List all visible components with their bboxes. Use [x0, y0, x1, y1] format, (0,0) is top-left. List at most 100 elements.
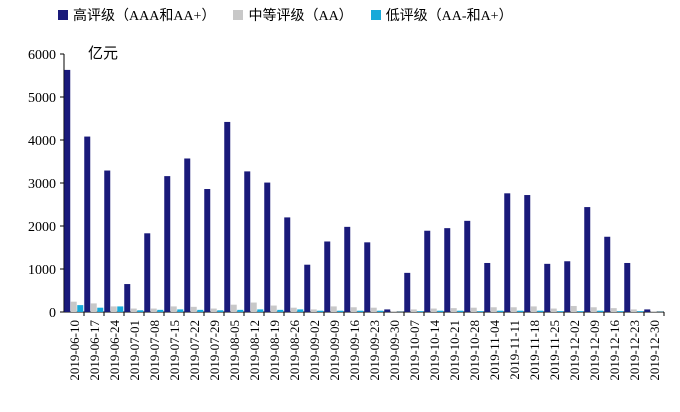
bar-1-15	[370, 307, 377, 312]
legend-swatch-low-rating	[370, 10, 381, 20]
bar-1-2	[110, 306, 117, 312]
bar-2-10	[277, 309, 284, 312]
x-tick-label: 2019-09-09	[327, 320, 342, 381]
bar-1-25	[570, 305, 577, 312]
bar-2-2	[117, 306, 124, 312]
bar-2-3	[137, 310, 144, 312]
axes	[60, 53, 665, 316]
bar-2-24	[557, 311, 564, 312]
bar-0-5	[164, 176, 171, 312]
x-tick-label: 2019-10-14	[427, 320, 442, 381]
bar-0-28	[624, 262, 631, 312]
bar-0-24	[544, 263, 551, 312]
bar-2-14	[357, 310, 364, 312]
bar-0-13	[324, 241, 331, 312]
bar-1-18	[430, 308, 437, 312]
bar-2-26	[597, 310, 604, 312]
x-tick-label: 2019-10-07	[407, 320, 422, 381]
x-tick-label: 2019-11-18	[527, 320, 542, 380]
x-tick-label: 2019-07-22	[187, 320, 202, 381]
bar-0-9	[244, 171, 251, 312]
y-tick-label: 5000	[28, 91, 56, 106]
bar-2-20	[477, 311, 484, 312]
y-tick-label: 0	[49, 306, 56, 321]
bar-0-25	[564, 261, 571, 312]
bar-2-12	[317, 310, 324, 312]
bar-0-14	[344, 226, 351, 312]
bar-1-26	[590, 307, 597, 312]
x-tick-label: 2019-07-08	[147, 320, 162, 381]
bar-0-19	[444, 228, 451, 312]
y-tick-label: 6000	[28, 48, 56, 63]
bar-0-11	[284, 217, 291, 312]
x-tick-label: 2019-07-15	[167, 320, 182, 381]
y-tick-label: 3000	[28, 177, 56, 192]
bar-0-17	[404, 272, 411, 312]
bar-1-19	[450, 308, 457, 312]
legend-swatch-medium-rating	[233, 10, 244, 20]
bar-0-12	[304, 264, 311, 312]
bar-0-26	[584, 207, 591, 312]
bar-0-20	[464, 220, 471, 312]
bar-0-23	[524, 195, 531, 312]
bar-2-28	[637, 311, 644, 312]
x-tick-label: 2019-07-01	[127, 320, 142, 381]
bar-0-6	[184, 158, 191, 312]
bar-0-15	[364, 242, 371, 312]
bar-2-25	[577, 311, 584, 312]
bar-0-18	[424, 230, 431, 312]
x-tick-label: 2019-08-12	[247, 320, 262, 381]
bar-2-4	[157, 309, 164, 312]
bar-1-17	[410, 309, 417, 312]
legend: 高评级（AAA和AA+） 中等评级（AA） 低评级（AA-和A+）	[58, 4, 531, 26]
bar-0-8	[224, 121, 231, 312]
bar-1-28	[630, 309, 637, 312]
x-tick-label: 2019-06-17	[87, 320, 102, 381]
bar-1-24	[550, 308, 557, 312]
x-tick-label: 2019-10-28	[467, 320, 482, 381]
legend-swatch-high-rating	[58, 10, 68, 20]
legend-label-low-rating: 低评级（AA-和A+）	[385, 9, 513, 24]
bar-2-11	[297, 309, 304, 312]
bar-2-23	[537, 310, 544, 312]
bar-2-21	[497, 310, 504, 312]
bar-1-4	[150, 308, 157, 312]
bar-2-8	[237, 309, 244, 312]
x-tick-label: 2019-12-23	[627, 320, 642, 381]
legend-item-high-rating: 高评级（AAA和AA+）	[58, 5, 215, 25]
bar-2-0	[77, 305, 84, 312]
y-tick-label: 1000	[28, 263, 56, 278]
bar-2-9	[257, 309, 264, 312]
bar-1-0	[70, 301, 77, 312]
bar-0-4	[144, 233, 151, 312]
x-tick-label: 2019-09-02	[307, 320, 322, 381]
bar-1-9	[250, 302, 257, 312]
bar-1-5	[170, 306, 177, 312]
y-tick-label: 2000	[28, 220, 56, 235]
bar-1-6	[190, 306, 197, 312]
bar-2-6	[197, 309, 204, 312]
bar-1-22	[510, 307, 517, 312]
bar-1-23	[530, 306, 537, 312]
bar-0-29	[644, 309, 651, 312]
bar-0-27	[604, 236, 611, 312]
x-tick-label: 2019-07-29	[207, 320, 222, 381]
x-tick-label: 2019-09-30	[387, 320, 402, 381]
bar-1-3	[130, 308, 137, 312]
bar-2-22	[517, 310, 524, 312]
bar-1-1	[90, 303, 97, 312]
x-tick-label: 2019-12-16	[607, 320, 622, 381]
bar-2-5	[177, 309, 184, 312]
x-tick-label: 2019-08-05	[227, 320, 242, 381]
x-tick-label: 2019-09-23	[367, 320, 382, 381]
bar-0-16	[384, 309, 391, 312]
bar-0-22	[504, 193, 511, 312]
unit-label: 亿元	[88, 46, 119, 62]
bar-0-21	[484, 262, 491, 312]
x-tick-label: 2019-12-30	[647, 320, 662, 381]
bar-0-1	[84, 136, 91, 312]
bar-1-8	[230, 304, 237, 312]
legend-item-low-rating: 低评级（AA-和A+）	[370, 5, 513, 25]
bar-1-21	[490, 307, 497, 312]
